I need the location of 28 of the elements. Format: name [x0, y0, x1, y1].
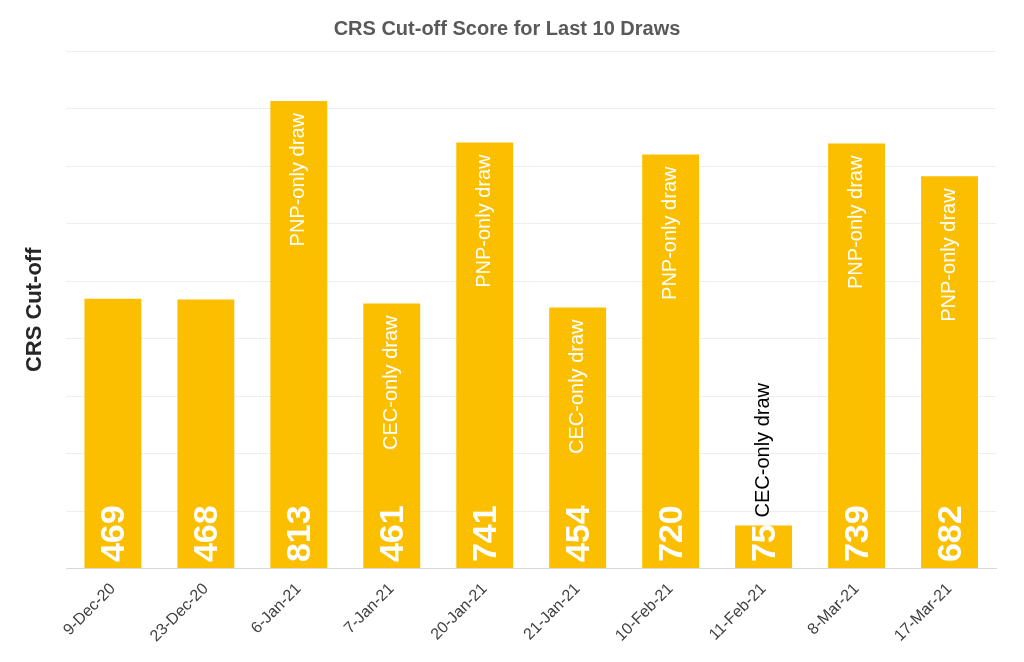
- chart-title: CRS Cut-off Score for Last 10 Draws: [333, 16, 681, 39]
- data-label: 720: [651, 505, 690, 563]
- data-label: 741: [465, 505, 504, 563]
- annotation: PNP-only draw: [937, 187, 960, 322]
- bar: [177, 299, 235, 569]
- bar: [84, 298, 142, 569]
- bar: [456, 142, 514, 569]
- data-label: 454: [558, 505, 597, 563]
- data-label: 739: [836, 505, 875, 563]
- bar: [921, 176, 978, 569]
- annotation: CEC-only draw: [751, 382, 774, 518]
- data-label: 461: [372, 505, 411, 563]
- annotation: PNP-only draw: [844, 155, 867, 289]
- annotation: CEC-only draw: [565, 318, 588, 454]
- bar: [363, 303, 421, 569]
- annotation: PNP-only draw: [286, 112, 309, 247]
- annotation: CEC-only draw: [379, 314, 402, 450]
- annotation: PNP-only draw: [472, 153, 495, 288]
- data-label: 75: [743, 524, 782, 563]
- data-label: 682: [929, 505, 968, 563]
- y-axis-title: CRS Cut-off: [21, 246, 47, 373]
- bar: [828, 143, 886, 569]
- data-label: 813: [279, 505, 318, 563]
- annotation: PNP-only draw: [658, 165, 681, 300]
- bar: [270, 101, 328, 569]
- data-label: 468: [186, 505, 225, 563]
- data-label: 469: [93, 505, 132, 563]
- bar: [642, 154, 700, 569]
